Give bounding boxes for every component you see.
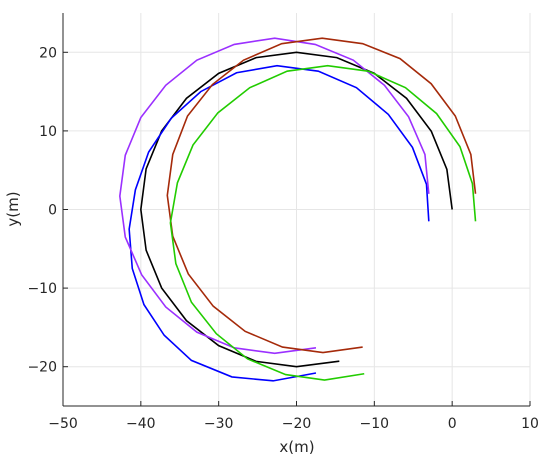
series-line [166,37,477,354]
x-tick-label: 0 [448,416,457,432]
y-tick-label: 0 [48,203,57,219]
x-tick-label: −20 [282,416,312,432]
series-line [119,37,430,355]
x-tick-label: 10 [521,416,539,432]
tick-labels: −50 −40 −30 −20 −10 0 10 −20 −10 0 10 20 [27,45,538,432]
x-tick-label: −50 [48,416,78,432]
axes [62,13,531,407]
x-tick-label: −30 [204,416,234,432]
plot-curves [119,37,477,382]
series-line [128,64,430,382]
y-tick-label: −10 [27,281,57,297]
x-axis-label: x(m) [279,438,314,456]
y-tick-label: 10 [39,124,57,140]
y-tick-label: 20 [39,45,57,61]
y-axis-label: y(m) [4,191,22,226]
series-line [140,51,453,368]
x-tick-label: −10 [360,416,390,432]
y-tick-label: −20 [27,360,57,376]
x-tick-label: −40 [126,416,156,432]
series-line [169,64,477,381]
